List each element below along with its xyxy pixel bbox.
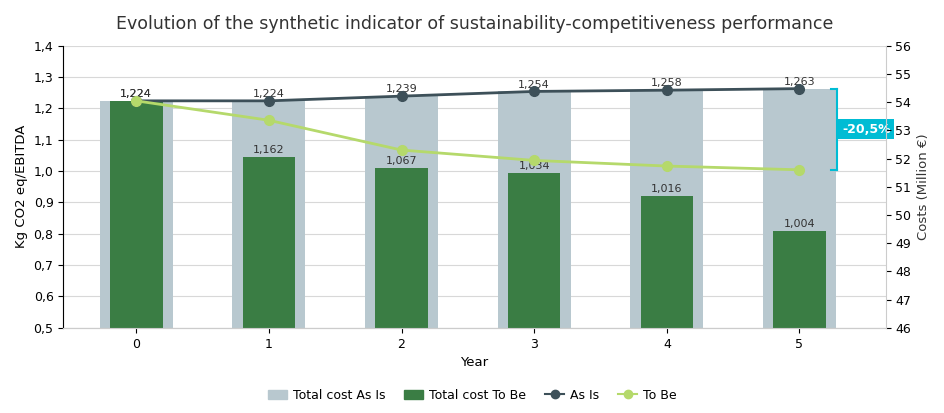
Bar: [110, 101, 162, 413]
X-axis label: Year: Year: [460, 356, 488, 369]
Y-axis label: Costs (Million €): Costs (Million €): [916, 133, 929, 240]
As Is: [130, 98, 142, 103]
Bar: [243, 157, 295, 413]
Bar: [375, 168, 428, 413]
As Is: [528, 89, 539, 94]
Bar: [497, 91, 570, 413]
Text: 1,254: 1,254: [517, 80, 549, 90]
Y-axis label: Kg CO2 eq/EBITDA: Kg CO2 eq/EBITDA: [15, 125, 28, 249]
Line: As Is: As Is: [131, 84, 803, 106]
As Is: [793, 86, 804, 91]
As Is: [396, 94, 407, 99]
To Be: [396, 147, 407, 152]
Bar: [762, 89, 835, 413]
Text: 1,067: 1,067: [385, 156, 417, 166]
Text: 1,239: 1,239: [385, 84, 417, 94]
Bar: [640, 196, 692, 413]
Bar: [772, 230, 825, 413]
To Be: [263, 118, 275, 123]
Legend: Total cost As Is, Total cost To Be, As Is, To Be: Total cost As Is, Total cost To Be, As I…: [263, 384, 681, 407]
Title: Evolution of the synthetic indicator of sustainability-competitiveness performan: Evolution of the synthetic indicator of …: [116, 15, 833, 33]
Text: 1,034: 1,034: [518, 161, 549, 171]
As Is: [263, 98, 275, 103]
To Be: [528, 158, 539, 163]
Line: To Be: To Be: [131, 96, 803, 175]
To Be: [661, 164, 672, 169]
Text: 1,224: 1,224: [120, 89, 152, 99]
Bar: [630, 90, 702, 413]
Text: -20,5%: -20,5%: [841, 123, 889, 136]
Text: 1,258: 1,258: [650, 78, 682, 88]
As Is: [661, 88, 672, 93]
Text: 1,004: 1,004: [783, 219, 815, 229]
Bar: [232, 101, 305, 413]
Text: 1,263: 1,263: [783, 77, 815, 87]
To Be: [130, 98, 142, 103]
Bar: [507, 173, 560, 413]
Text: 1,016: 1,016: [650, 184, 682, 194]
Text: 1,224: 1,224: [120, 89, 152, 99]
Text: 1,224: 1,224: [253, 89, 284, 99]
Bar: [364, 96, 438, 413]
Text: 1,162: 1,162: [253, 145, 284, 155]
Bar: [100, 101, 173, 413]
To Be: [793, 167, 804, 172]
